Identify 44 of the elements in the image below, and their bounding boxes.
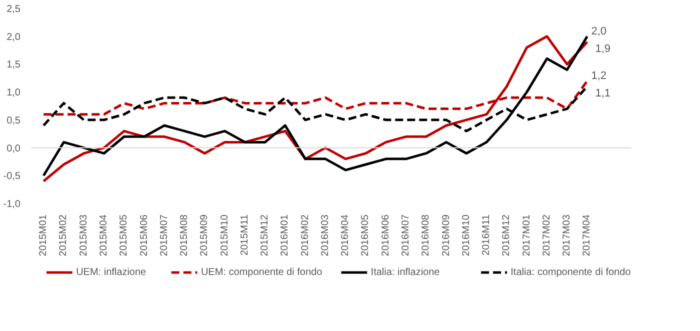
x-tick-label: 2017M03	[562, 214, 573, 256]
x-tick-label: 2016M12	[501, 214, 512, 256]
x-tick-label: 2015M01	[38, 214, 50, 256]
y-tick-label: 2,5	[6, 4, 21, 15]
x-tick-label: 2016M06	[380, 214, 392, 256]
x-tick-label: 2015M09	[199, 214, 210, 256]
x-tick-label: 2016M01	[280, 214, 291, 256]
x-tick-label: 2017M01	[521, 214, 532, 256]
x-tick-label: 2016M03	[320, 214, 331, 256]
x-tick-label: 2016M11	[481, 214, 492, 256]
x-tick-label: 2015M04	[98, 214, 110, 256]
x-tick-label: 2017M04	[582, 214, 593, 256]
annotation: 1,1	[595, 88, 610, 100]
y-tick-label: 2,0	[6, 32, 21, 43]
x-tick-label: 2016M02	[300, 214, 311, 256]
x-tick-label: 2015M08	[179, 214, 190, 256]
annotation: 1,2	[591, 70, 606, 82]
legend-label: UEM: inflazione	[76, 267, 147, 278]
x-tick-label: 2015M11	[239, 214, 250, 256]
x-tick-label: 2017M02	[541, 214, 552, 256]
annotation: 1,9	[595, 42, 610, 55]
x-tick-label: 2016M08	[420, 214, 432, 256]
legend-label: Italia: inflazione	[370, 267, 440, 278]
legend-label: UEM: componente di fondo	[200, 267, 323, 278]
y-tick-label: -1,0	[3, 199, 21, 210]
legend-label: Italia: componente di fondo	[510, 267, 632, 278]
x-tick-label: 2015M05	[118, 214, 130, 256]
y-tick-label: 1,5	[6, 60, 21, 71]
x-tick-label: 2015M12	[260, 214, 271, 256]
x-tick-label: 2016M09	[440, 214, 452, 256]
x-tick-label: 2015M02	[58, 214, 70, 256]
y-tick-label: 0,0	[6, 143, 21, 154]
x-tick-label: 2015M03	[78, 214, 90, 256]
x-tick-label: 2016M05	[360, 214, 372, 256]
y-tick-label: 0,5	[6, 115, 21, 126]
x-tick-label: 2015M06	[138, 214, 150, 256]
annotation: 2,0	[591, 25, 606, 38]
x-tick-label: 2015M07	[158, 214, 170, 256]
y-tick-label: -0,5	[3, 171, 21, 182]
x-tick-label: 2016M07	[400, 214, 412, 256]
y-tick-label: 1,0	[6, 88, 21, 99]
x-tick-label: 2015M10	[219, 214, 230, 256]
x-tick-label: 2016M10	[460, 214, 472, 256]
x-tick-label: 2016M04	[340, 214, 352, 256]
